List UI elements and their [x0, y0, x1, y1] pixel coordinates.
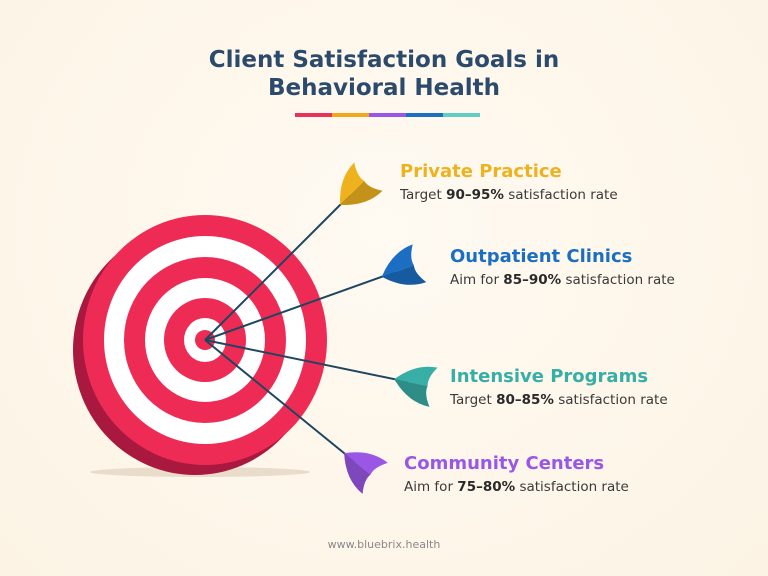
goal-tail: satisfaction rate: [565, 272, 675, 288]
fletching-vane: [381, 265, 427, 285]
goal-text: Target 80–85% satisfaction rate: [450, 389, 668, 411]
goal-range: 80–85%: [496, 392, 554, 408]
goal-lead: Target: [450, 392, 492, 408]
fletching-shade: [344, 453, 371, 494]
underline-segment: [295, 113, 332, 117]
goal-text: Aim for 75–80% satisfaction rate: [404, 476, 629, 498]
goal: Intensive Programs Target 80–85% satisfa…: [450, 365, 668, 411]
goal-lead: Target: [400, 187, 442, 203]
fletching-shade: [340, 180, 383, 205]
fletching-shade: [381, 265, 427, 285]
target: [73, 215, 327, 475]
goal-heading: Outpatient Clinics: [450, 246, 633, 267]
arrow-shaft: [204, 194, 351, 341]
underline-segment: [369, 113, 406, 117]
arrow-shaft: [204, 271, 396, 341]
footer-url: www.bluebrix.health: [327, 538, 441, 551]
goal-range: 75–80%: [457, 479, 516, 495]
goal-tail: satisfaction rate: [558, 392, 668, 408]
goal-tail: satisfaction rate: [508, 187, 618, 203]
goal-range: 90–95%: [446, 187, 504, 203]
goal-range: 85–90%: [503, 272, 562, 288]
goal-heading: Private Practice: [400, 161, 562, 182]
arrow-fletching: [340, 162, 383, 205]
goal-text: Target 90–95% satisfaction rate: [400, 184, 618, 206]
arrows: [204, 162, 438, 494]
underline-segment: [443, 113, 480, 117]
fletching-vane: [340, 180, 383, 205]
arrow-fletching: [344, 452, 388, 494]
arrow-shaft: [204, 339, 356, 463]
fletching-vane: [344, 452, 388, 475]
goal-lead: Aim for: [450, 272, 499, 288]
goal-lead: Aim for: [404, 479, 453, 495]
fletching-vane: [394, 366, 438, 387]
title-line: Client Satisfaction Goals in: [208, 47, 560, 73]
fletching-shade: [394, 379, 430, 407]
fletching-vane: [381, 244, 414, 277]
fletching-vane: [340, 162, 365, 205]
goal: Private Practice Target 90–95% satisfact…: [400, 160, 618, 206]
goal-tail: satisfaction rate: [519, 479, 629, 495]
goal-heading: Intensive Programs: [450, 366, 649, 387]
fletching-vane: [344, 453, 371, 494]
underline-segment: [332, 113, 369, 117]
goal-text: Aim for 85–90% satisfaction rate: [450, 269, 675, 291]
arrow-fletching: [381, 244, 427, 285]
underline-segment: [406, 113, 443, 117]
title-line: Behavioral Health: [267, 75, 501, 101]
arrow-shaft: [204, 339, 409, 383]
goal: Community Centers Aim for 75–80% satisfa…: [404, 452, 629, 498]
goal-heading: Community Centers: [404, 453, 605, 474]
arrow-fletching: [394, 366, 438, 407]
title-underline: [295, 113, 480, 117]
fletching-vane: [394, 379, 430, 407]
goal: Outpatient Clinics Aim for 85–90% satisf…: [450, 245, 675, 291]
